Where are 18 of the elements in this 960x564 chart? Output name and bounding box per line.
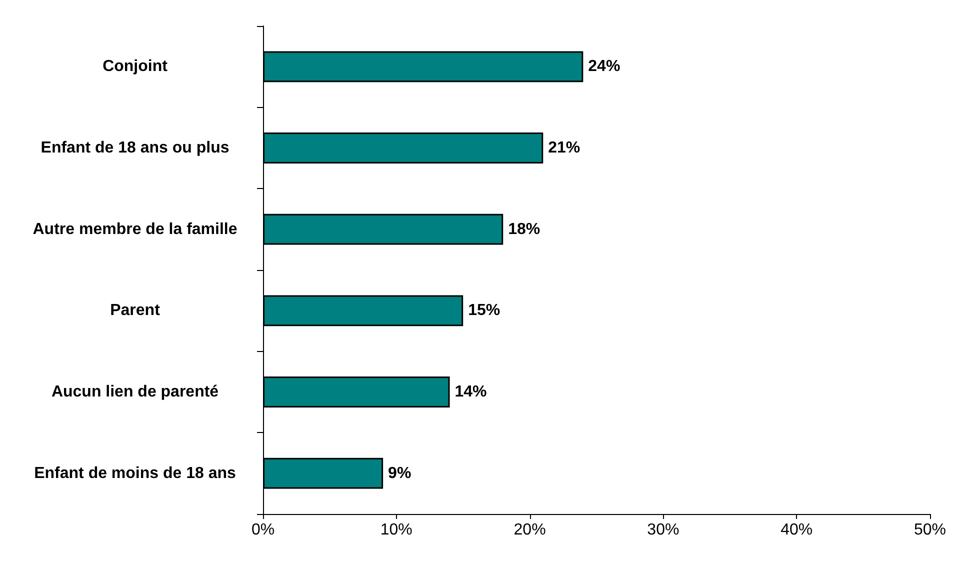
y-tick-label: Autre membre de la famille [32, 220, 238, 238]
x-tick-label: 30% [647, 522, 680, 538]
x-tick-label: 20% [514, 522, 546, 538]
data-label: 18% [508, 220, 540, 238]
data-label: 21% [548, 140, 580, 156]
y-tick-label: Enfant de 18 ans ou plus [40, 140, 230, 156]
x-tick-label: 10% [380, 522, 412, 538]
y-tick-label: Parent [110, 302, 161, 320]
y-tick-label: Aucun lien de parenté [51, 384, 219, 400]
x-tick-label: 50% [914, 522, 946, 538]
data-label: 15% [468, 302, 500, 320]
data-label: 9% [388, 464, 412, 482]
x-tick-label: 0% [251, 522, 275, 538]
y-tick-label: Conjoint [102, 58, 168, 76]
data-label: 14% [454, 384, 487, 400]
y-tick-label: Enfant de moins de 18 ans [34, 464, 236, 482]
data-label: 24% [588, 58, 620, 76]
x-tick-label: 40% [780, 522, 813, 538]
